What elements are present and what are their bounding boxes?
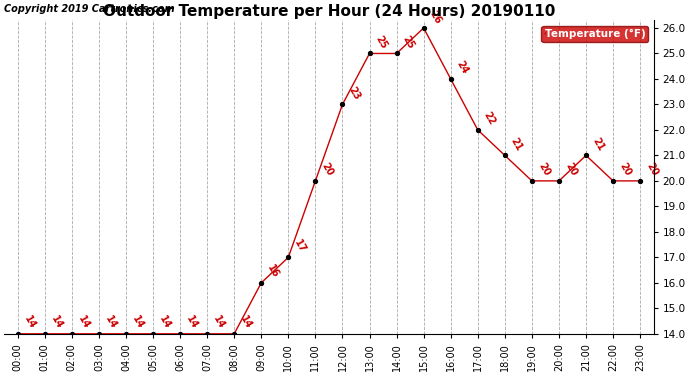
- Point: [608, 178, 619, 184]
- Text: 14: 14: [211, 314, 227, 331]
- Legend: Temperature (°F): Temperature (°F): [542, 26, 649, 42]
- Point: [445, 76, 456, 82]
- Point: [500, 152, 511, 158]
- Text: 17: 17: [293, 238, 308, 255]
- Point: [580, 152, 591, 158]
- Point: [148, 331, 159, 337]
- Text: 14: 14: [238, 314, 254, 331]
- Point: [66, 331, 77, 337]
- Point: [228, 331, 239, 337]
- Point: [12, 331, 23, 337]
- Point: [175, 331, 186, 337]
- Point: [418, 25, 429, 31]
- Text: 14: 14: [22, 314, 37, 331]
- Text: 26: 26: [428, 9, 443, 25]
- Text: 14: 14: [130, 314, 146, 331]
- Point: [635, 178, 646, 184]
- Text: 25: 25: [374, 34, 389, 51]
- Point: [121, 331, 132, 337]
- Text: 14: 14: [49, 314, 64, 331]
- Point: [526, 178, 538, 184]
- Text: 20: 20: [319, 161, 335, 178]
- Point: [310, 178, 321, 184]
- Text: 16: 16: [266, 263, 281, 280]
- Text: 14: 14: [157, 314, 172, 331]
- Point: [93, 331, 104, 337]
- Text: 20: 20: [644, 161, 660, 178]
- Point: [256, 280, 267, 286]
- Point: [364, 51, 375, 57]
- Point: [283, 254, 294, 260]
- Text: 25: 25: [401, 34, 416, 51]
- Point: [337, 101, 348, 107]
- Point: [201, 331, 213, 337]
- Text: 21: 21: [509, 136, 524, 153]
- Text: 23: 23: [346, 85, 362, 102]
- Text: 14: 14: [76, 314, 91, 331]
- Point: [39, 331, 50, 337]
- Point: [472, 127, 483, 133]
- Text: 14: 14: [184, 314, 199, 331]
- Text: 20: 20: [563, 161, 578, 178]
- Text: 20: 20: [618, 161, 633, 178]
- Title: Outdoor Temperature per Hour (24 Hours) 20190110: Outdoor Temperature per Hour (24 Hours) …: [103, 4, 555, 19]
- Text: 24: 24: [455, 60, 471, 76]
- Point: [553, 178, 564, 184]
- Point: [391, 51, 402, 57]
- Text: 21: 21: [590, 136, 606, 153]
- Text: Copyright 2019 Cartronics.com: Copyright 2019 Cartronics.com: [4, 4, 175, 14]
- Text: 20: 20: [536, 161, 551, 178]
- Text: 22: 22: [482, 111, 497, 127]
- Text: 14: 14: [103, 314, 119, 331]
